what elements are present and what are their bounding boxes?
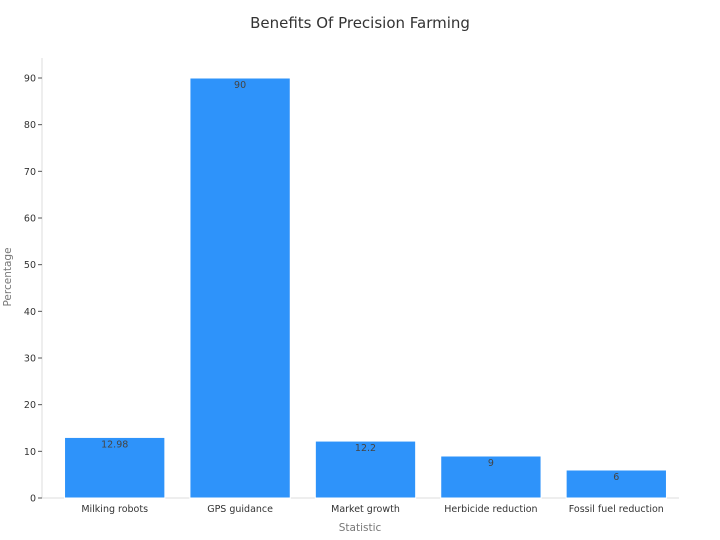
y-axis-ticks: 0 10 20 30 40 50 60 70 80 90 [24, 74, 42, 505]
y-tick-label: 40 [24, 307, 36, 318]
y-tick-label: 60 [24, 214, 36, 225]
x-tick-label: Herbicide reduction [444, 504, 537, 515]
y-tick-label: 70 [24, 167, 36, 178]
bar-data-label: 12.2 [355, 443, 376, 454]
bar-data-label: 9 [488, 458, 494, 469]
y-tick-label: 90 [24, 74, 36, 85]
x-tick-label: Milking robots [81, 504, 148, 515]
x-tick-label: Fossil fuel reduction [569, 504, 664, 515]
x-tick-label: GPS guidance [207, 504, 273, 515]
bars-group: 12.98 90 12.2 9 6 [64, 77, 667, 499]
y-tick-label: 30 [24, 354, 36, 365]
chart-title: Benefits Of Precision Farming [250, 14, 470, 32]
bar [64, 436, 166, 499]
y-tick-label: 80 [24, 120, 36, 131]
bar [314, 440, 417, 499]
x-axis-label: Statistic [339, 522, 382, 534]
bar [565, 469, 667, 499]
y-tick-label: 10 [24, 447, 36, 458]
bar-data-label: 6 [613, 472, 619, 483]
y-tick-label: 0 [30, 494, 36, 505]
bar [440, 455, 542, 499]
x-tick-label: Market growth [331, 504, 400, 515]
bar [189, 77, 291, 499]
y-tick-label: 50 [24, 260, 36, 271]
y-tick-label: 20 [24, 400, 36, 411]
bar-data-label: 90 [234, 80, 246, 91]
y-axis-label: Percentage [2, 247, 14, 306]
x-axis-ticks: Milking robots GPS guidance Market growth H… [81, 504, 663, 515]
bar-data-label: 12.98 [101, 439, 128, 450]
